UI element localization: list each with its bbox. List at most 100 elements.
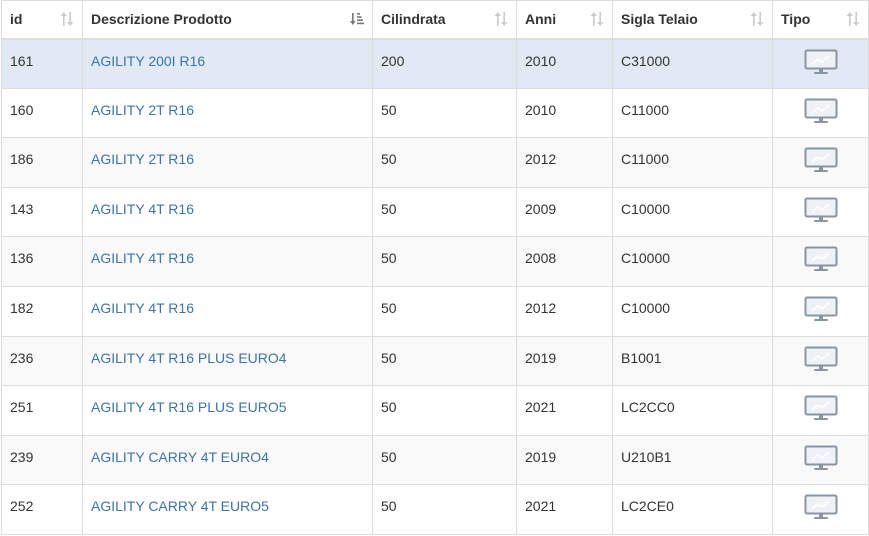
- cell-descrizione: AGILITY 4T R16: [82, 236, 373, 287]
- table-row[interactable]: 236 AGILITY 4T R16 PLUS EURO4 50 2019 B1001: [1, 335, 869, 387]
- cell-cilindrata: 50: [372, 285, 517, 337]
- column-header-cilindrata[interactable]: Cilindrata: [372, 0, 517, 40]
- product-link[interactable]: AGILITY CARRY 4T EURO5: [91, 498, 269, 515]
- sort-icon[interactable]: [60, 12, 74, 26]
- table-row[interactable]: 186 AGILITY 2T R16 50 2012 C11000: [1, 137, 869, 188]
- cell-descrizione: AGILITY 200I R16: [82, 38, 373, 89]
- cell-tipo: [772, 137, 869, 188]
- cell-cilindrata: 50: [372, 236, 517, 287]
- product-link[interactable]: AGILITY 4T R16: [91, 200, 194, 217]
- cell-descrizione: AGILITY CARRY 4T EURO5: [82, 484, 373, 535]
- cell-tipo: [772, 335, 869, 387]
- cell-tipo: [772, 484, 869, 535]
- monitor-icon[interactable]: [804, 395, 838, 424]
- table-body: 161 AGILITY 200I R16 200 2010 C31000 160 AGILI…: [1, 38, 869, 535]
- cell-tipo: [772, 186, 869, 238]
- column-header-descrizione[interactable]: Descrizione Prodotto: [82, 0, 373, 40]
- cell-tipo: [772, 236, 869, 287]
- cell-anni: 2009: [516, 186, 613, 238]
- cell-anni: 2012: [516, 137, 613, 188]
- cell-id: 239: [1, 434, 83, 486]
- cell-anni: 2008: [516, 236, 613, 287]
- cell-id: 143: [1, 186, 83, 238]
- table-header-row: id Descrizione Prodotto Cilindrata Anni …: [1, 0, 869, 40]
- product-link[interactable]: AGILITY 4T R16 PLUS EURO5: [91, 399, 287, 416]
- product-link[interactable]: AGILITY 4T R16: [91, 250, 194, 267]
- column-header-sigla-telaio[interactable]: Sigla Telaio: [612, 0, 773, 40]
- table-row[interactable]: 182 AGILITY 4T R16 50 2012 C10000: [1, 285, 869, 337]
- column-header-tipo[interactable]: Tipo: [772, 0, 869, 40]
- cell-descrizione: AGILITY 4T R16: [82, 186, 373, 238]
- table-row[interactable]: 252 AGILITY CARRY 4T EURO5 50 2021 LC2CE0: [1, 484, 869, 535]
- monitor-icon[interactable]: [804, 296, 838, 325]
- sort-ascending-icon[interactable]: [350, 12, 364, 26]
- cell-anni: 2021: [516, 385, 613, 436]
- cell-descrizione: AGILITY 4T R16 PLUS EURO4: [82, 335, 373, 387]
- cell-cilindrata: 50: [372, 434, 517, 486]
- table-row[interactable]: 136 AGILITY 4T R16 50 2008 C10000: [1, 236, 869, 287]
- cell-descrizione: AGILITY 4T R16 PLUS EURO5: [82, 385, 373, 436]
- product-link[interactable]: AGILITY CARRY 4T EURO4: [91, 448, 269, 465]
- product-link[interactable]: AGILITY 2T R16: [91, 151, 194, 168]
- product-link[interactable]: AGILITY 4T R16 PLUS EURO4: [91, 349, 287, 366]
- table-row[interactable]: 160 AGILITY 2T R16 50 2010 C11000: [1, 87, 869, 139]
- cell-descrizione: AGILITY 4T R16: [82, 285, 373, 337]
- cell-descrizione: AGILITY 2T R16: [82, 87, 373, 139]
- product-link[interactable]: AGILITY 4T R16: [91, 299, 194, 316]
- cell-sigla-telaio: C11000: [612, 87, 773, 139]
- sort-icon[interactable]: [494, 12, 508, 26]
- cell-anni: 2019: [516, 434, 613, 486]
- column-header-id[interactable]: id: [1, 0, 83, 40]
- monitor-icon[interactable]: [804, 147, 838, 176]
- cell-sigla-telaio: B1001: [612, 335, 773, 387]
- cell-descrizione: AGILITY 2T R16: [82, 137, 373, 188]
- cell-tipo: [772, 38, 869, 89]
- product-link[interactable]: AGILITY 2T R16: [91, 101, 194, 118]
- monitor-icon[interactable]: [804, 494, 838, 523]
- cell-descrizione: AGILITY CARRY 4T EURO4: [82, 434, 373, 486]
- monitor-icon[interactable]: [804, 98, 838, 127]
- cell-id: 160: [1, 87, 83, 139]
- table-row[interactable]: 251 AGILITY 4T R16 PLUS EURO5 50 2021 LC2CC0: [1, 385, 869, 436]
- table-row[interactable]: 239 AGILITY CARRY 4T EURO4 50 2019 U210B1: [1, 434, 869, 486]
- cell-anni: 2010: [516, 87, 613, 139]
- cell-cilindrata: 50: [372, 137, 517, 188]
- table-row[interactable]: 161 AGILITY 200I R16 200 2010 C31000: [1, 38, 869, 89]
- sort-icon[interactable]: [750, 12, 764, 26]
- cell-cilindrata: 50: [372, 385, 517, 436]
- column-header-anni[interactable]: Anni: [516, 0, 613, 40]
- cell-anni: 2010: [516, 38, 613, 89]
- cell-tipo: [772, 385, 869, 436]
- cell-id: 161: [1, 38, 83, 89]
- cell-tipo: [772, 434, 869, 486]
- monitor-icon[interactable]: [804, 445, 838, 474]
- cell-id: 236: [1, 335, 83, 387]
- cell-id: 182: [1, 285, 83, 337]
- sort-icon[interactable]: [846, 12, 860, 26]
- sort-icon[interactable]: [590, 12, 604, 26]
- monitor-icon[interactable]: [804, 346, 838, 375]
- monitor-icon[interactable]: [804, 49, 838, 78]
- cell-id: 251: [1, 385, 83, 436]
- cell-sigla-telaio: C10000: [612, 236, 773, 287]
- cell-sigla-telaio: C31000: [612, 38, 773, 89]
- cell-id: 186: [1, 137, 83, 188]
- cell-cilindrata: 200: [372, 38, 517, 89]
- cell-sigla-telaio: LC2CC0: [612, 385, 773, 436]
- cell-sigla-telaio: C11000: [612, 137, 773, 188]
- cell-anni: 2012: [516, 285, 613, 337]
- cell-sigla-telaio: C10000: [612, 186, 773, 238]
- cell-sigla-telaio: C10000: [612, 285, 773, 337]
- cell-id: 136: [1, 236, 83, 287]
- cell-tipo: [772, 285, 869, 337]
- cell-anni: 2021: [516, 484, 613, 535]
- monitor-icon[interactable]: [804, 197, 838, 226]
- monitor-icon[interactable]: [804, 246, 838, 275]
- cell-sigla-telaio: LC2CE0: [612, 484, 773, 535]
- cell-sigla-telaio: U210B1: [612, 434, 773, 486]
- cell-cilindrata: 50: [372, 335, 517, 387]
- cell-cilindrata: 50: [372, 87, 517, 139]
- product-link[interactable]: AGILITY 200I R16: [91, 52, 206, 69]
- table-row[interactable]: 143 AGILITY 4T R16 50 2009 C10000: [1, 186, 869, 238]
- cell-tipo: [772, 87, 869, 139]
